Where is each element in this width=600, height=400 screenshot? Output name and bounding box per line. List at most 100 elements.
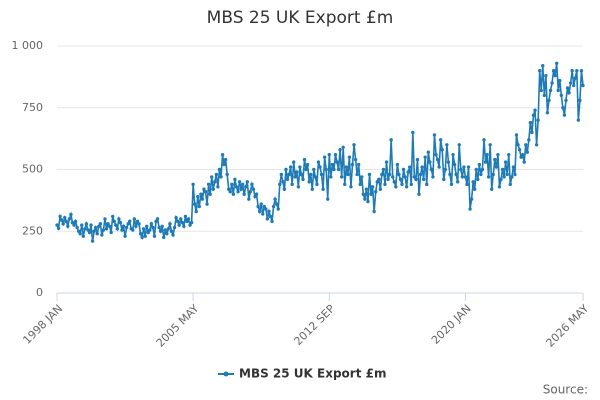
point: [355, 172, 359, 177]
point: [86, 228, 90, 232]
point: [551, 69, 556, 73]
point: [463, 175, 468, 179]
legend-marker: [223, 371, 229, 377]
point: [76, 229, 81, 233]
point: [576, 118, 581, 122]
point: [81, 234, 86, 238]
point: [527, 138, 531, 142]
point: [244, 185, 248, 189]
point: [536, 118, 540, 122]
point: [338, 148, 342, 152]
point: [287, 172, 291, 177]
point: [550, 81, 554, 85]
point: [256, 204, 260, 209]
point: [366, 199, 370, 204]
point: [389, 138, 393, 142]
point: [56, 226, 61, 230]
point: [488, 143, 492, 147]
point: [134, 224, 138, 229]
point: [227, 187, 231, 191]
point: [140, 235, 144, 240]
y-tick-label: 250: [22, 224, 43, 237]
point: [386, 177, 390, 182]
point: [519, 155, 523, 159]
point: [503, 160, 508, 164]
point: [254, 192, 259, 196]
point: [349, 185, 353, 189]
point: [525, 150, 530, 154]
point: [152, 234, 157, 238]
point: [93, 225, 98, 230]
point: [210, 175, 214, 179]
point: [581, 83, 585, 88]
point: [279, 172, 284, 177]
point: [146, 230, 150, 235]
y-tick-label: 1 000: [12, 39, 44, 52]
point: [434, 152, 438, 157]
point: [403, 175, 407, 179]
point: [213, 180, 217, 184]
point: [452, 162, 457, 167]
point: [203, 190, 208, 194]
point: [438, 138, 443, 142]
point: [83, 227, 87, 231]
point: [112, 219, 116, 224]
point: [124, 225, 129, 230]
point: [180, 220, 185, 225]
point: [483, 160, 488, 164]
point: [55, 223, 59, 227]
point: [171, 233, 175, 237]
point: [61, 222, 65, 226]
point: [471, 180, 475, 184]
point: [440, 148, 444, 152]
point: [211, 187, 215, 191]
point: [469, 197, 474, 201]
point: [98, 222, 103, 226]
point: [214, 172, 219, 177]
point: [437, 165, 441, 169]
point: [575, 69, 579, 73]
point: [363, 197, 367, 201]
point: [421, 177, 426, 182]
point: [135, 219, 140, 224]
point: [397, 172, 401, 177]
x-tick-label: 2012 SEP: [292, 302, 338, 348]
point: [428, 160, 432, 164]
point: [329, 175, 333, 179]
point: [251, 187, 256, 191]
point: [206, 182, 211, 187]
point: [247, 197, 251, 201]
point: [205, 202, 209, 206]
point: [336, 167, 341, 172]
point: [315, 182, 319, 187]
point: [115, 227, 120, 231]
point: [80, 223, 84, 227]
y-tick-label: 750: [22, 101, 43, 114]
point: [406, 170, 410, 174]
point: [539, 88, 543, 93]
point: [253, 194, 257, 199]
point: [316, 160, 321, 164]
point: [499, 177, 503, 182]
point: [92, 229, 96, 233]
legend-label: MBS 25 UK Export £m: [239, 367, 386, 381]
point: [432, 133, 437, 137]
point: [542, 93, 547, 98]
point: [59, 218, 64, 222]
point: [364, 187, 369, 191]
point: [228, 190, 232, 194]
point: [301, 177, 305, 182]
point: [425, 182, 429, 187]
point: [95, 232, 99, 236]
point: [169, 229, 174, 233]
point: [522, 160, 526, 164]
point: [528, 120, 533, 125]
point: [537, 69, 542, 73]
point: [415, 157, 420, 162]
point: [490, 187, 494, 191]
point: [276, 207, 280, 211]
point: [352, 143, 356, 147]
point: [378, 187, 383, 191]
point: [534, 143, 539, 147]
